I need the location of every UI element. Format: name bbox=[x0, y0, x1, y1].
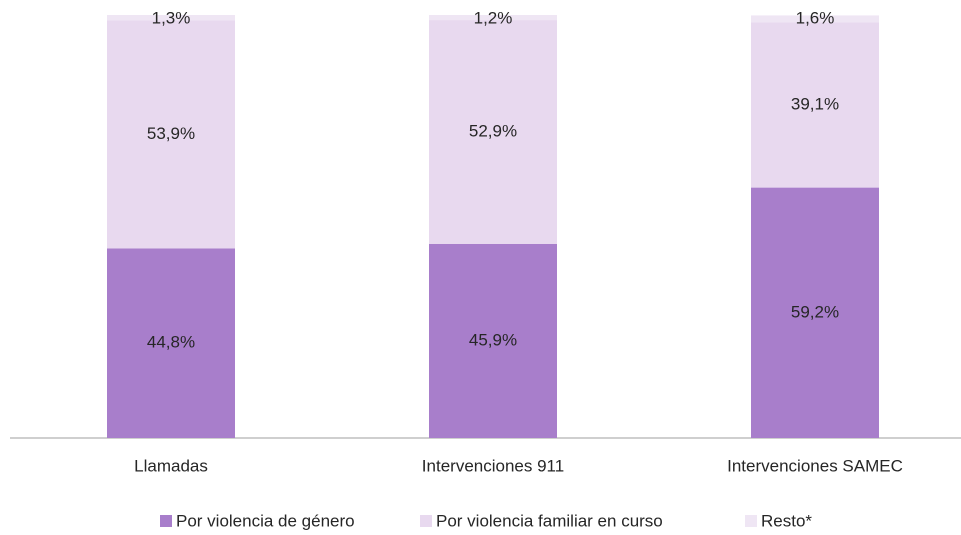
legend-label: Resto* bbox=[761, 511, 812, 530]
bar-segment bbox=[429, 15, 557, 21]
x-tick-label: Llamadas bbox=[134, 456, 208, 475]
legend-label: Por violencia de género bbox=[176, 511, 355, 530]
bar-segment bbox=[429, 20, 557, 244]
legend-swatch bbox=[745, 515, 757, 527]
data-label: 53,9% bbox=[147, 124, 195, 143]
bar-segment bbox=[107, 20, 235, 249]
data-label: 45,9% bbox=[469, 330, 517, 349]
bar-segment bbox=[429, 243, 557, 438]
bar-segment bbox=[751, 22, 879, 188]
data-label: 1,6% bbox=[796, 8, 835, 27]
data-label: 59,2% bbox=[791, 302, 839, 321]
data-label: 44,8% bbox=[147, 333, 195, 352]
legend-swatch bbox=[160, 515, 172, 527]
bar-segment bbox=[107, 15, 235, 21]
data-label: 1,2% bbox=[474, 8, 513, 27]
data-label: 1,3% bbox=[152, 8, 191, 27]
data-label: 39,1% bbox=[791, 94, 839, 113]
bar-segment bbox=[107, 248, 235, 438]
bar-segment bbox=[751, 187, 879, 438]
legend-swatch bbox=[420, 515, 432, 527]
x-tick-label: Intervenciones 911 bbox=[422, 456, 564, 475]
legend-label: Por violencia familiar en curso bbox=[436, 511, 663, 530]
x-tick-label: Intervenciones SAMEC bbox=[727, 456, 903, 475]
data-label: 52,9% bbox=[469, 121, 517, 140]
bar-segment bbox=[751, 15, 879, 23]
